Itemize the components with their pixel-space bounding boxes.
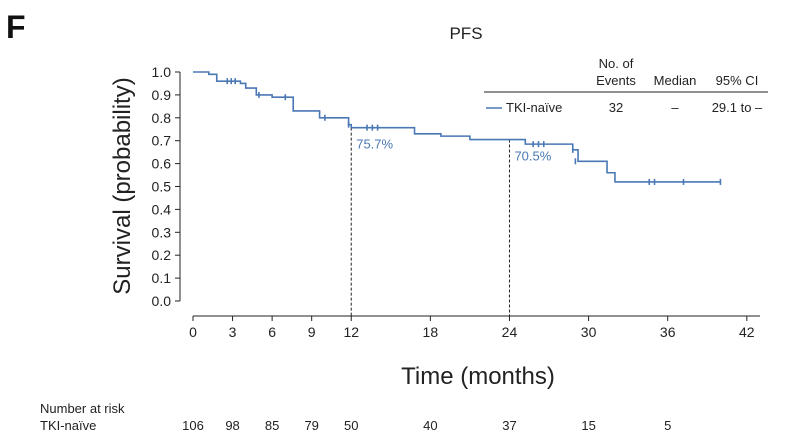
risk-table: Number at risk TKI-naïve 106 98 85 79 50 40 37…	[40, 401, 671, 433]
x-tick-label: 42	[739, 324, 755, 340]
reference-lines	[350, 127, 510, 316]
risk-values: 106 98 85 79 50 40 37 15 5	[182, 418, 671, 433]
x-tick-label: 3	[229, 324, 237, 340]
legend-header-no-of: No. of	[599, 56, 634, 71]
annotations: 75.7% 70.5%	[356, 137, 552, 164]
annotation-label: 70.5%	[514, 149, 551, 164]
panel-letter: F	[6, 9, 26, 45]
x-tick-label: 36	[660, 324, 676, 340]
x-axis-label: Time (months)	[401, 363, 555, 390]
risk-value: 5	[664, 418, 671, 433]
legend-header-ci: 95% CI	[716, 73, 759, 88]
y-tick-label: 0.2	[152, 247, 172, 263]
risk-value: 50	[344, 418, 358, 433]
y-tick-label: 0.3	[152, 224, 172, 240]
chart-title: PFS	[449, 24, 482, 43]
risk-row-label: TKI-naïve	[40, 418, 96, 433]
risk-value: 40	[423, 418, 437, 433]
risk-value: 15	[581, 418, 595, 433]
y-tick-label: 0.7	[152, 133, 172, 149]
legend-median-value: –	[671, 100, 679, 115]
y-tick-label: 0.4	[152, 201, 172, 217]
legend: No. of Events Median 95% CI TKI-naïve 32…	[484, 56, 768, 115]
risk-value: 106	[182, 418, 204, 433]
risk-value: 98	[225, 418, 239, 433]
y-tick-label: 0.5	[152, 179, 172, 195]
legend-series-label: TKI-naïve	[506, 100, 562, 115]
y-tick-label: 0.9	[152, 87, 172, 103]
x-tick-label: 18	[423, 324, 439, 340]
y-tick-label: 0.6	[152, 156, 172, 172]
risk-value: 79	[304, 418, 318, 433]
x-tick-label: 30	[581, 324, 597, 340]
annotation-label: 75.7%	[356, 137, 393, 152]
y-axis-label: Survival (probability)	[109, 77, 136, 294]
y-tick-label: 1.0	[152, 64, 172, 80]
x-tick-label: 0	[189, 324, 197, 340]
x-tick-label: 6	[268, 324, 276, 340]
risk-value: 37	[502, 418, 516, 433]
legend-header-median: Median	[654, 73, 697, 88]
series-layer	[193, 71, 722, 185]
x-tick-label: 24	[502, 324, 518, 340]
risk-table-title: Number at risk	[40, 401, 125, 416]
y-tick-label: 0.1	[152, 270, 172, 286]
legend-events-value: 32	[609, 100, 623, 115]
y-tick-label: 0.8	[152, 110, 172, 126]
risk-value: 85	[265, 418, 279, 433]
km-step-line	[193, 71, 721, 183]
legend-ci-value: 29.1 to –	[712, 100, 763, 115]
legend-header-events: Events	[596, 73, 636, 88]
x-tick-label: 12	[343, 324, 359, 340]
axes: 0.00.10.20.30.40.50.60.70.80.91.00 3 6 9 12 1…	[152, 64, 760, 340]
x-tick-label: 9	[308, 324, 316, 340]
y-tick-label: 0.0	[152, 293, 172, 309]
